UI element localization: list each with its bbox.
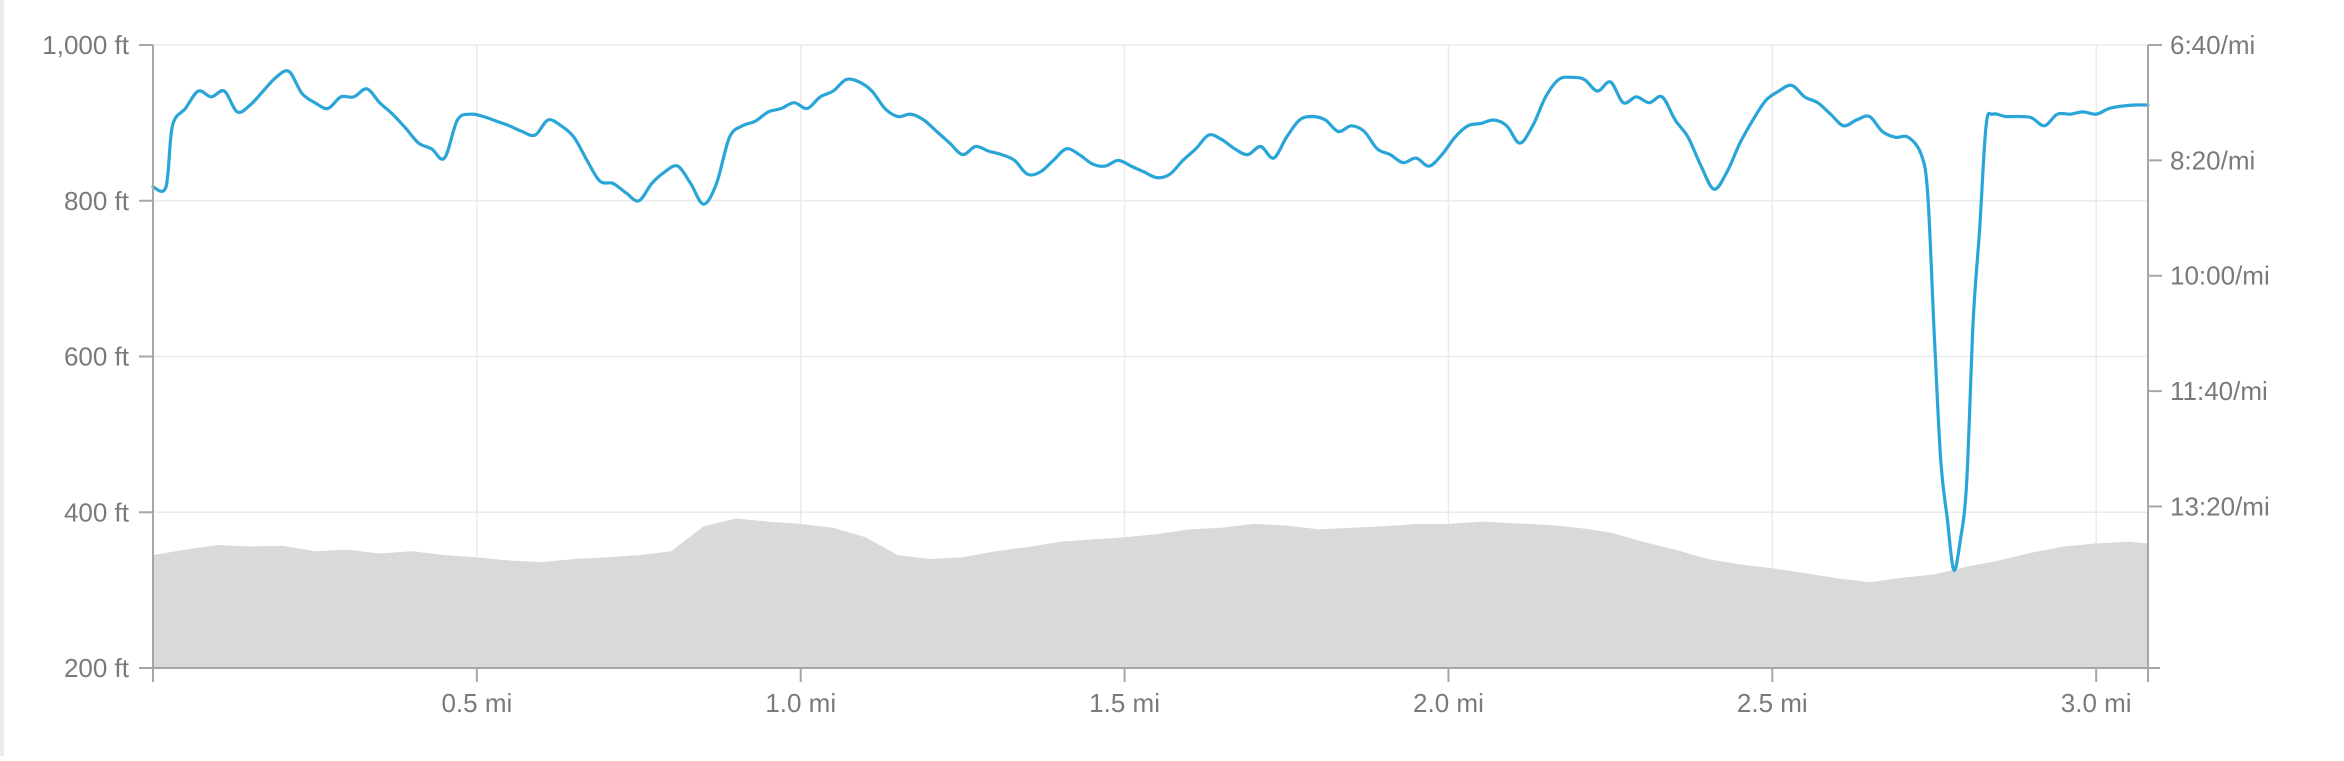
left-tick-label: 400 ft (64, 497, 130, 527)
x-tick-label: 2.0 mi (1413, 688, 1484, 718)
panel-left-border (0, 0, 4, 756)
x-tick-label: 1.0 mi (765, 688, 836, 718)
elevation-area (153, 518, 2148, 668)
x-tick-label: 2.5 mi (1737, 688, 1808, 718)
left-tick-label: 600 ft (64, 342, 130, 372)
right-tick-label: 8:20/mi (2170, 145, 2255, 175)
left-tick-label: 1,000 ft (42, 30, 130, 60)
right-tick-label: 10:00/mi (2170, 261, 2270, 291)
right-tick-label: 13:20/mi (2170, 491, 2270, 521)
tick-label-layer: 1,000 ft 800 ft 600 ft 400 ft 200 ft 6:40/mi 8… (42, 30, 2269, 718)
right-tick-label: 6:40/mi (2170, 30, 2255, 60)
left-tick-label: 200 ft (64, 653, 130, 683)
axis-layer (139, 44, 2162, 682)
x-tick-label: 3.0 mi (2061, 688, 2132, 718)
grid-layer (153, 44, 2148, 668)
series-layer (151, 69, 2150, 668)
x-tick-label: 1.5 mi (1089, 688, 1160, 718)
right-tick-label: 11:40/mi (2170, 376, 2268, 406)
x-tick-label: 0.5 mi (441, 688, 512, 718)
left-tick-label: 800 ft (64, 186, 130, 216)
pace-line (151, 69, 2150, 572)
